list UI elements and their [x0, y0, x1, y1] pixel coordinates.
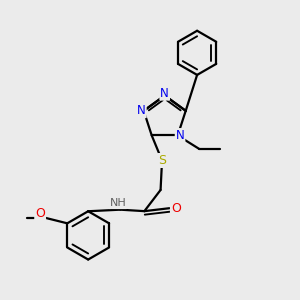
- Text: O: O: [35, 207, 45, 220]
- Text: N: N: [160, 87, 169, 100]
- Text: S: S: [158, 154, 166, 167]
- Text: O: O: [171, 202, 181, 215]
- Text: N: N: [176, 129, 184, 142]
- Text: N: N: [137, 104, 146, 117]
- Text: NH: NH: [110, 198, 126, 208]
